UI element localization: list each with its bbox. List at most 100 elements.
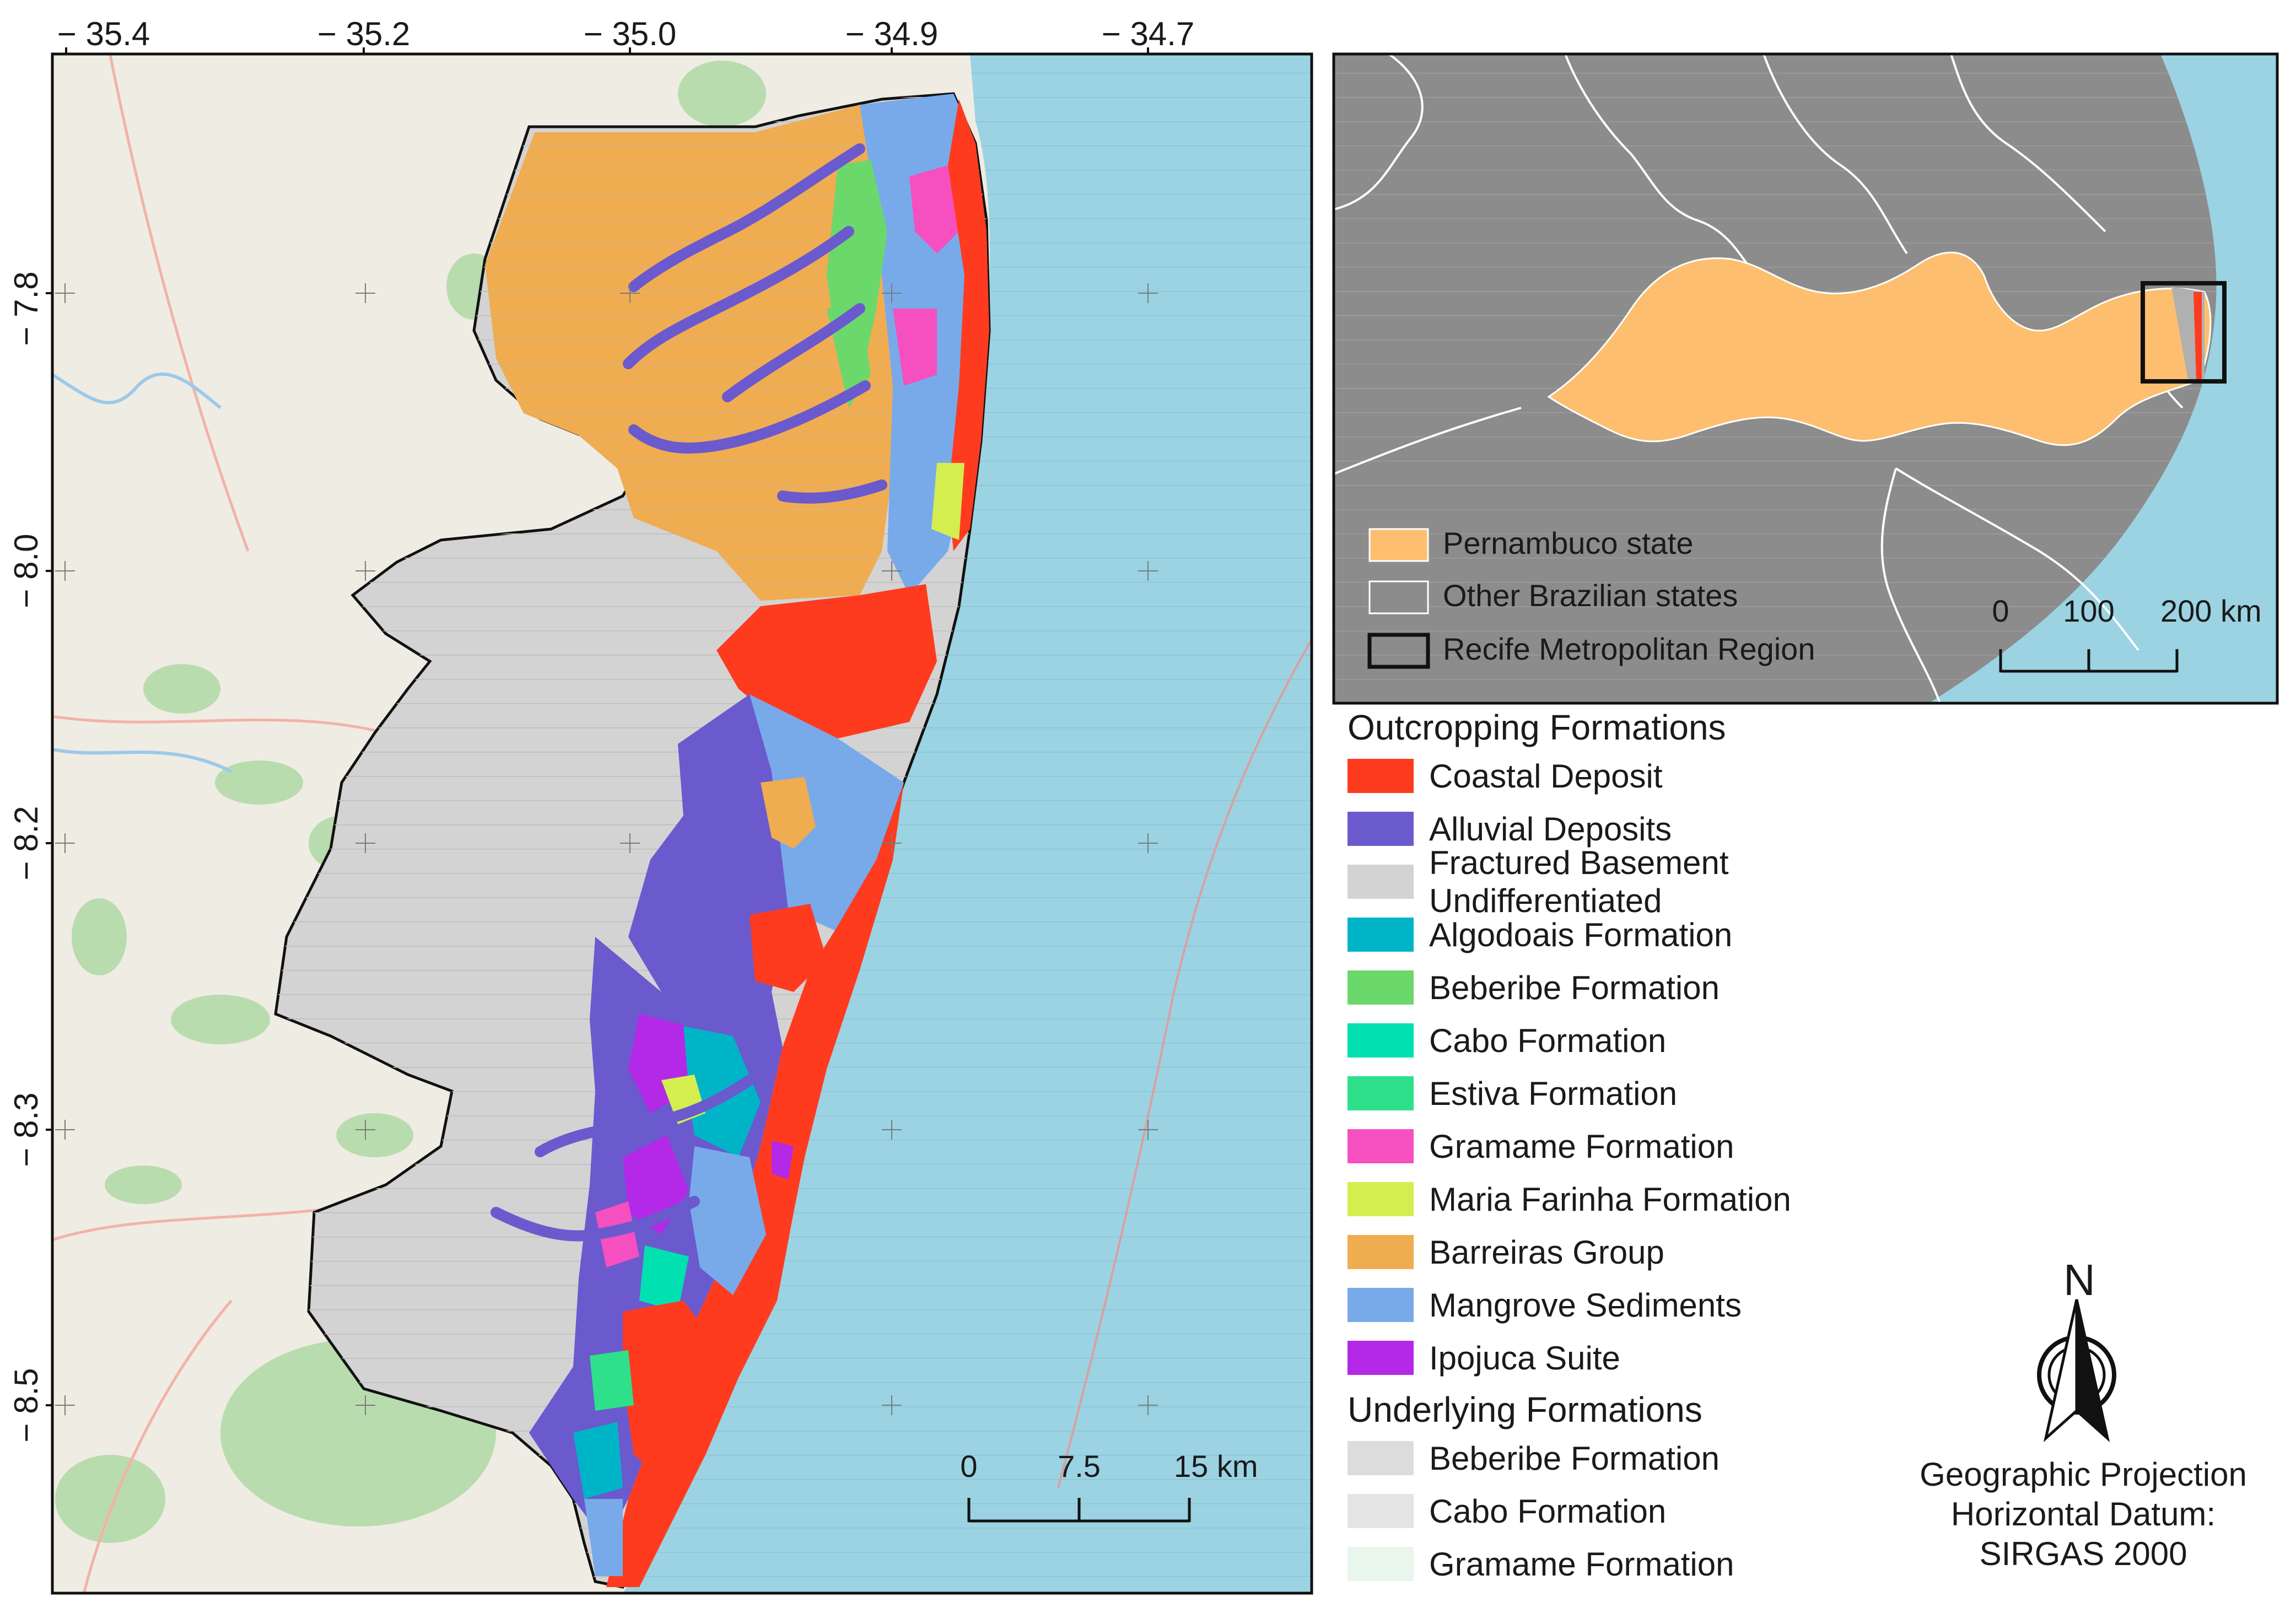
inset-scale-bar: 0 100 200 km — [1992, 594, 2262, 673]
legend-swatch — [1348, 1441, 1414, 1475]
legend-swatch — [1348, 1023, 1414, 1058]
legend-swatch — [1348, 759, 1414, 793]
outcropping-list: Coastal Deposit Alluvial Deposits Fracture… — [1348, 749, 1899, 1384]
legend-label: Beberibe Formation — [1429, 969, 1720, 1006]
legend-label: Mangrove Sediments — [1429, 1286, 1742, 1324]
legend-item: Fractured Basement Undifferentiated — [1348, 844, 1899, 919]
unit-algodoais — [678, 1025, 761, 1157]
unit-coastal-south-inner — [623, 1301, 716, 1477]
legend-label: Gramame Formation — [1429, 1128, 1734, 1165]
lon-tick-label: − 35.2 — [317, 15, 411, 52]
legend-label: Maria Farinha Formation — [1429, 1180, 1791, 1218]
legend-label: Alluvial Deposits — [1429, 810, 1672, 848]
legend-swatch — [1348, 1288, 1414, 1322]
lat-tick-label: − 8.3 — [8, 1092, 45, 1167]
legend-item: Beberibe Formation — [1348, 1432, 1899, 1485]
inset-scale-label-end: 200 km — [2160, 594, 2262, 628]
inset-ocean — [1929, 54, 2277, 703]
legend-item: Mangrove Sediments — [1348, 1278, 1899, 1331]
legend-item: Beberibe Formation — [1348, 961, 1899, 1014]
inset-map: Pernambuco state Other Brazilian states … — [1334, 54, 2277, 703]
legend-swatch — [1348, 918, 1414, 952]
legend-swatch — [1348, 1235, 1414, 1269]
rivers — [52, 373, 233, 773]
lon-ticks: − 35.4 − 35.2 − 35.0 − 34.9 − 34.7 — [57, 15, 1195, 54]
lat-tick-label: − 8.0 — [8, 533, 45, 608]
legend-item: Gramame Formation — [1348, 1538, 1899, 1590]
main-map: 0 7.5 15 km — [52, 54, 1312, 1593]
legend-item: Maria Farinha Formation — [1348, 1173, 1899, 1226]
legend-item: Algodoais Formation — [1348, 908, 1899, 961]
legend-label: Beberibe Formation — [1429, 1439, 1720, 1477]
recife-region-box — [2141, 281, 2227, 384]
legend-item: Ipojuca Suite — [1348, 1331, 1899, 1384]
north-arrow-icon: N — [2037, 1255, 2116, 1443]
legend-swatch — [1348, 1341, 1414, 1375]
inset-map-frame — [1332, 52, 2279, 705]
projection-note: Geographic Projection Horizontal Datum: … — [1863, 1455, 2296, 1574]
legend-swatch — [1348, 1129, 1414, 1163]
unit-coastal-north — [948, 99, 989, 551]
legend-swatch — [1348, 1182, 1414, 1216]
unit-coastal-mid — [716, 584, 937, 738]
legend-item: Barreiras Group — [1348, 1226, 1899, 1278]
legend-label: Gramame Formation — [1429, 1545, 1734, 1583]
legend-label: Estiva Formation — [1429, 1075, 1678, 1112]
legend-label: Algodoais Formation — [1429, 916, 1733, 953]
legend-swatch — [1348, 1076, 1414, 1110]
legend-label: Cabo Formation — [1429, 1492, 1667, 1530]
legend-item: Gramame Formation — [1348, 1120, 1899, 1173]
inset-legend-recife: Recife Metropolitan Region — [1443, 632, 1815, 666]
alluvial-channels — [491, 143, 887, 1242]
scale-label-0: 0 — [960, 1449, 977, 1483]
main-scale-bar: 0 7.5 15 km — [960, 1449, 1258, 1523]
inset-legend-pernambuco: Pernambuco state — [1443, 526, 1693, 560]
legend-swatch — [1348, 970, 1414, 1005]
inset-pernambuco — [1547, 251, 2212, 446]
lat-ticks: − 7.8 − 8.0 − 8.2 − 8.3 − 8.5 — [8, 271, 52, 1443]
legend-swatch — [1348, 1547, 1414, 1581]
lon-tick-label: − 35.0 — [584, 15, 677, 52]
legend-item: Coastal Deposit — [1348, 749, 1899, 802]
legend-item: Cabo Formation — [1348, 1485, 1899, 1538]
scale-label-end: 15 km — [1174, 1449, 1258, 1483]
unit-gramame-north — [909, 165, 959, 253]
graticule — [55, 283, 1158, 1415]
inset-legend-other-states: Other Brazilian states — [1443, 578, 1738, 613]
legend-item: Estiva Formation — [1348, 1067, 1899, 1120]
lat-tick-label: − 8.5 — [8, 1368, 45, 1442]
legend-label: Ipojuca Suite — [1429, 1339, 1620, 1377]
lat-tick-label: − 8.2 — [8, 806, 45, 880]
inset-scale-label-0: 0 — [1992, 594, 2009, 628]
projection-line-1: Geographic Projection — [1920, 1456, 2247, 1493]
inset-legend: Pernambuco state Other Brazilian states … — [1367, 526, 1815, 669]
legend-item: Cabo Formation — [1348, 1014, 1899, 1067]
projection-line-2: Horizontal Datum: — [1950, 1496, 2216, 1533]
legend-swatch — [1348, 1494, 1414, 1528]
lat-tick-label: − 7.8 — [8, 271, 45, 346]
inset-scale-label-mid: 100 — [2063, 594, 2114, 628]
unit-alluvial-mid — [628, 694, 788, 1025]
outcropping-title: Outcropping Formations — [1348, 708, 1726, 747]
legend-label: Cabo Formation — [1429, 1022, 1667, 1059]
legend-label: Barreiras Group — [1429, 1233, 1664, 1271]
scale-label-mid: 7.5 — [1058, 1449, 1101, 1483]
unit-mangrove-south — [689, 1146, 766, 1295]
unit-cabo — [639, 1245, 689, 1312]
underlying-title: Underlying Formations — [1348, 1390, 1702, 1429]
lon-tick-label: − 35.4 — [57, 15, 150, 52]
legend-swatch — [1348, 865, 1414, 899]
legend-label: Coastal Deposit — [1429, 757, 1663, 795]
lon-tick-label: − 34.9 — [845, 15, 939, 52]
main-map-frame — [51, 52, 1313, 1595]
unit-estiva — [590, 1350, 634, 1411]
underlying-list: Beberibe Formation Cabo Formation Gramame … — [1348, 1432, 1899, 1590]
legend-item: Alluvial Deposits — [1348, 802, 1899, 855]
legend-label: Fractured Basement Undifferentiated — [1429, 844, 1729, 919]
legend-swatch — [1348, 812, 1414, 846]
north-label: N — [2063, 1255, 2095, 1304]
formations-legend: Outcropping Formations Coastal Deposit Al… — [1348, 705, 1899, 1590]
lon-tick-label: − 34.7 — [1102, 15, 1195, 52]
projection-line-3: SIRGAS 2000 — [1979, 1535, 2187, 1572]
